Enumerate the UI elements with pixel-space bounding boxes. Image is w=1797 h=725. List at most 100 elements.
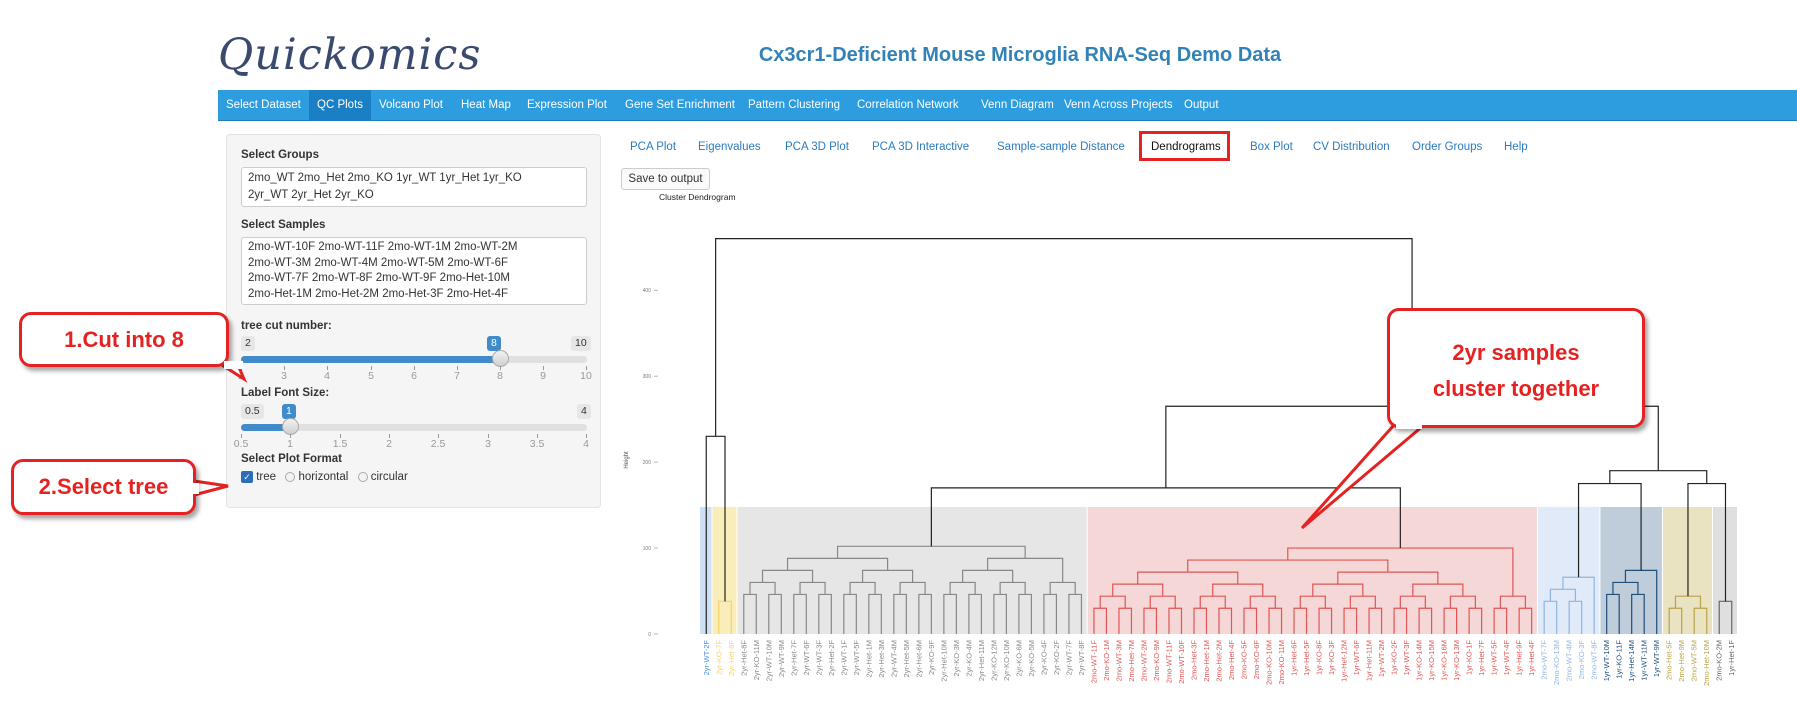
leaf-label: 2mo-WT-2M <box>1139 640 1148 681</box>
radio-horizontal-label[interactable]: horizontal <box>298 471 349 483</box>
callout-tree-pointer <box>192 479 229 497</box>
radio-horizontal[interactable] <box>285 472 296 482</box>
tick <box>543 366 544 370</box>
cluster-box <box>700 507 712 634</box>
leaf-label: 1yr-Het-14M <box>1627 640 1636 682</box>
tab-eigenvalues[interactable]: Eigenvalues <box>698 141 761 153</box>
tick-label: 2.5 <box>430 438 446 450</box>
tick <box>340 434 341 438</box>
dendro-branch <box>1399 595 1426 609</box>
leaf-label: 2mo-WT-11F <box>1089 640 1098 684</box>
radio-circular-label[interactable]: circular <box>370 471 408 483</box>
tab-cv-distribution[interactable]: CV Distribution <box>1313 141 1390 153</box>
dendro-branch <box>1612 581 1639 595</box>
nav-pattern-clustering[interactable]: Pattern Clustering <box>748 99 841 111</box>
tick-label: 2 <box>386 438 392 450</box>
tab-pca-3d-interactive[interactable]: PCA 3D Interactive <box>872 141 970 153</box>
leaf-label: 2yr-Het-5M <box>902 640 911 678</box>
leaf-label: 2mo-Het-10M <box>1702 640 1711 686</box>
dendro-branch <box>768 593 782 634</box>
leaf-label: 1yr-WT-11M <box>1640 640 1649 681</box>
dendro-branch <box>968 593 982 634</box>
dendro-branch <box>1199 595 1226 609</box>
dendro-branch <box>743 593 757 634</box>
leaf-label: 2yr-KO-6M <box>1014 640 1023 677</box>
dendrogram-title: Cluster Dendrogram <box>659 192 736 202</box>
callout-cut-into-8: 1.Cut into 8 <box>19 312 229 367</box>
dendro-branch <box>987 557 1064 583</box>
y-axis-label: Height <box>624 451 630 469</box>
nav-expression-plot[interactable]: Expression Plot <box>527 99 607 111</box>
y-tick-label: 400 <box>643 288 652 294</box>
tab-pca-3d-plot[interactable]: PCA 3D Plot <box>785 141 849 153</box>
tick <box>371 366 372 370</box>
leaf-label: 2mo-WT-5M <box>1690 640 1699 681</box>
app-logo: Quickomics <box>218 30 482 80</box>
leaf-label: 2yr-KO-7F <box>714 640 723 675</box>
leaf-label: 2mo-KO-11M <box>1277 640 1286 684</box>
dendro-branch <box>1112 583 1164 597</box>
leaf-label: 1yr-Het-12M <box>1340 640 1349 682</box>
leaf-label: 1yr-WT-5F <box>1490 640 1499 676</box>
leaf-label: 1yr-Het-7F <box>1477 640 1486 676</box>
leaf-label: 2mo-Het-7M <box>1127 640 1136 682</box>
leaf-label: 1yr-WT-3F <box>1402 640 1411 676</box>
y-tick-label: 0 <box>648 632 651 638</box>
leaf-label: 2mo-WT-11F <box>1164 640 1173 684</box>
dendro-branch <box>1118 607 1133 634</box>
cluster-box <box>1662 507 1712 634</box>
tick-label: 8 <box>497 370 503 382</box>
tab-dendrograms[interactable]: Dendrograms <box>1151 141 1221 153</box>
samples-select[interactable]: 2mo-WT-10F 2mo-WT-11F 2mo-WT-1M 2mo-WT-2… <box>241 237 587 305</box>
dendro-branch <box>1093 607 1108 634</box>
nav-venn-across-projects[interactable]: Venn Across Projects <box>1064 99 1173 111</box>
samples-line: 2mo-WT-7F 2mo-WT-8F 2mo-WT-9F 2mo-Het-10… <box>248 272 510 284</box>
nav-heat-map[interactable]: Heat Map <box>461 99 511 111</box>
samples-line: 2mo-WT-10F 2mo-WT-11F 2mo-WT-1M 2mo-WT-2… <box>248 241 518 253</box>
leaf-label: 1yr-Het-11M <box>1365 640 1374 681</box>
groups-select[interactable]: 2mo_WT 2mo_Het 2mo_KO 1yr_WT 1yr_Het 1yr… <box>241 167 587 207</box>
leaf-label: 2yr-Het-10M <box>939 640 948 682</box>
radio-circular[interactable] <box>357 472 368 482</box>
tick-label: 3 <box>485 438 491 450</box>
leaf-label: 1yr-Het-1F <box>1727 640 1736 676</box>
check-icon[interactable]: ✓ <box>241 471 253 483</box>
groups-line: 2yr_WT 2yr_Het 2yr_KO <box>248 189 374 201</box>
leaf-label: 2yr-Het-6M <box>914 640 923 678</box>
nav-correlation-network[interactable]: Correlation Network <box>857 99 959 111</box>
dendro-branch <box>843 593 857 634</box>
nav-output[interactable]: Output <box>1184 99 1219 111</box>
callout-line: 2yr samples <box>1452 340 1580 365</box>
plot-format-options: ✓ tree horizontal circular <box>241 471 408 483</box>
tick-label: 6 <box>411 370 417 382</box>
nav-select-dataset[interactable]: Select Dataset <box>226 99 301 111</box>
dendro-branch <box>1043 593 1058 634</box>
tree-cut-handle[interactable] <box>492 350 509 367</box>
font-size-ticks: 0.5 1 1.5 2 2.5 3 3.5 4 <box>234 434 589 450</box>
tick-label: 4 <box>583 438 589 450</box>
nav-venn-diagram[interactable]: Venn Diagram <box>981 99 1054 111</box>
tab-help[interactable]: Help <box>1504 141 1528 153</box>
font-size-min: 0.5 <box>241 404 264 419</box>
dendro-branch <box>1243 607 1258 634</box>
font-size-value: 1 <box>282 404 296 419</box>
dendro-branch <box>836 545 1026 559</box>
tree-cut-slider[interactable] <box>241 350 587 367</box>
tree-cut-ticks: 2 3 4 5 6 7 8 9 10 <box>238 366 592 382</box>
tab-order-groups[interactable]: Order Groups <box>1412 141 1483 153</box>
save-to-output-button[interactable]: Save to output <box>621 168 710 190</box>
dendro-branch <box>1543 600 1558 634</box>
leaf-label: 2mo-KO-1M <box>1102 640 1111 681</box>
tab-pca-plot[interactable]: PCA Plot <box>630 141 677 153</box>
font-size-slider[interactable] <box>241 418 587 435</box>
nav-qc-plots[interactable]: QC Plots <box>309 90 372 121</box>
leaf-label: 2mo-Het-2M <box>1215 640 1224 682</box>
radio-tree-label[interactable]: tree <box>256 471 277 483</box>
nav-gene-set-enrichment[interactable]: Gene Set Enrichment <box>625 99 735 111</box>
tab-sample-distance[interactable]: Sample-sample Distance <box>997 141 1125 153</box>
nav-volcano-plot[interactable]: Volcano Plot <box>379 99 443 111</box>
leaf-label: 1yr-KO-1F <box>1465 640 1474 675</box>
tab-box-plot[interactable]: Box Plot <box>1250 141 1293 153</box>
dendro-branch <box>1149 595 1176 609</box>
font-size-handle[interactable] <box>282 418 299 435</box>
